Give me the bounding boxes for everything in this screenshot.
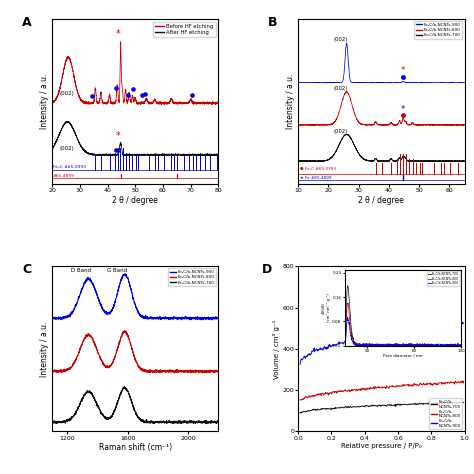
X-axis label: 2 θ / degree: 2 θ / degree bbox=[358, 196, 404, 205]
Text: *: * bbox=[116, 131, 121, 141]
Legend: Before HF etching, After HF etching: Before HF etching, After HF etching bbox=[153, 22, 216, 37]
X-axis label: Raman shift (cm⁻¹): Raman shift (cm⁻¹) bbox=[99, 443, 172, 452]
Y-axis label: Intensity / a.u.: Intensity / a.u. bbox=[286, 74, 295, 129]
Text: #65-4899: #65-4899 bbox=[53, 173, 75, 178]
X-axis label: 2 θ / degree: 2 θ / degree bbox=[112, 196, 158, 205]
Text: D: D bbox=[262, 263, 272, 276]
Text: ● Fe₃C #65-0393: ● Fe₃C #65-0393 bbox=[300, 166, 336, 171]
Text: (002): (002) bbox=[333, 86, 348, 91]
Text: (002): (002) bbox=[59, 146, 74, 151]
Legend: Fe₃C/b-NCNTs-900, Fe₃C/b-NCNTs-800, Fe₃C/b-NCNTs-700: Fe₃C/b-NCNTs-900, Fe₃C/b-NCNTs-800, Fe₃C… bbox=[414, 21, 463, 39]
Text: ★ Fe #65-4899: ★ Fe #65-4899 bbox=[300, 176, 331, 180]
Text: C: C bbox=[22, 263, 31, 276]
Legend: Fe₃C/b-NCNTs-900, Fe₃C/b-NCNTs-800, Fe₃C/b-NCNTs-700: Fe₃C/b-NCNTs-900, Fe₃C/b-NCNTs-800, Fe₃C… bbox=[168, 268, 216, 286]
X-axis label: Relative pressure / P/P₀: Relative pressure / P/P₀ bbox=[341, 443, 422, 449]
Text: *: * bbox=[401, 105, 405, 114]
Text: *: * bbox=[401, 66, 405, 75]
Y-axis label: Intensity / a.u.: Intensity / a.u. bbox=[40, 321, 49, 376]
Text: (002): (002) bbox=[59, 91, 74, 96]
Text: A: A bbox=[22, 16, 32, 28]
Text: (002): (002) bbox=[333, 37, 348, 42]
Y-axis label: Intensity / a.u.: Intensity / a.u. bbox=[40, 74, 49, 129]
Text: *: * bbox=[116, 29, 121, 39]
Text: (002): (002) bbox=[333, 128, 348, 134]
Y-axis label: Volume / cm³ g⁻¹: Volume / cm³ g⁻¹ bbox=[273, 319, 280, 379]
Text: Fe₃C #65-0393: Fe₃C #65-0393 bbox=[53, 165, 86, 169]
Text: G Band: G Band bbox=[107, 268, 127, 273]
Legend: Fe₃C/b-
NCNTs-700, Fe₃C/b-
NCNTs-800, Fe₃C/b-
NCNTs-900: Fe₃C/b- NCNTs-700, Fe₃C/b- NCNTs-800, Fe… bbox=[429, 399, 463, 429]
Text: B: B bbox=[268, 16, 278, 28]
Text: D Band: D Band bbox=[71, 268, 91, 273]
